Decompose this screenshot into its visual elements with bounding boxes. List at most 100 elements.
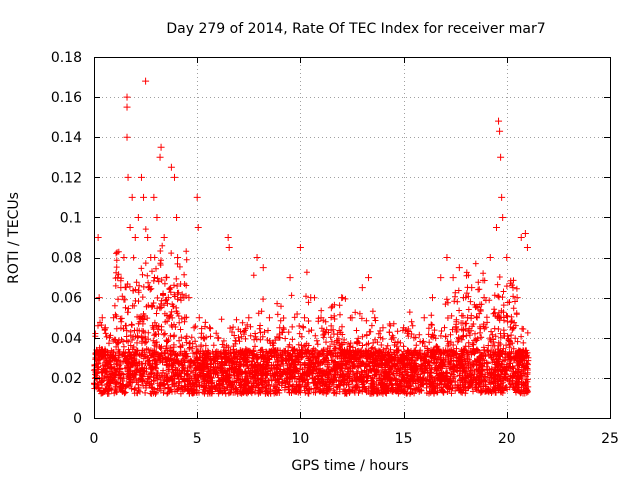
data-point — [162, 274, 170, 282]
y-tick-label: 0.14 — [51, 130, 82, 146]
data-point — [420, 314, 428, 322]
data-point — [185, 294, 193, 302]
data-point — [195, 314, 203, 322]
y-axis-label: ROTI / TECUs — [6, 192, 22, 284]
data-point — [110, 314, 118, 322]
data-point — [137, 173, 145, 181]
y-tick-label: 0.06 — [51, 291, 82, 307]
data-point — [389, 334, 397, 342]
data-point — [455, 264, 463, 272]
plot-frame — [94, 57, 611, 419]
x-tick-labels: 0 5 10 15 20 25 — [90, 431, 619, 447]
data-point — [307, 294, 315, 302]
data-point — [523, 244, 531, 252]
y-tick-label: 0.18 — [51, 50, 82, 66]
data-point — [114, 274, 122, 282]
data-point — [126, 223, 134, 231]
data-point — [464, 314, 472, 322]
y-tick-label: 0 — [73, 411, 82, 427]
data-point — [123, 93, 131, 101]
data-point — [286, 274, 294, 282]
data-point — [123, 133, 131, 141]
data-point — [317, 314, 325, 322]
y-tick-label: 0.04 — [51, 331, 82, 347]
data-point — [181, 314, 189, 322]
data-point — [105, 334, 113, 342]
data-point — [338, 294, 346, 302]
data-point — [428, 294, 436, 302]
data-point — [225, 244, 233, 252]
data-point — [167, 163, 175, 171]
dense-noise-band — [91, 226, 532, 397]
data-point — [365, 274, 373, 282]
data-point — [199, 334, 207, 342]
data-point — [128, 193, 136, 201]
data-point — [296, 244, 304, 252]
data-point — [156, 153, 164, 161]
axis-ticks — [94, 57, 611, 419]
data-point — [496, 127, 504, 135]
data-point — [468, 284, 476, 292]
x-tick-label: 10 — [291, 431, 309, 447]
data-point — [513, 294, 521, 302]
data-point — [190, 324, 198, 332]
data-point — [173, 213, 181, 221]
data-point — [449, 274, 457, 282]
data-point — [371, 314, 379, 322]
data-point — [101, 324, 109, 332]
data-point — [206, 324, 214, 332]
data-point — [95, 294, 103, 302]
data-point — [327, 304, 335, 312]
data-point — [150, 193, 158, 201]
data-point — [276, 324, 284, 332]
x-tick-label: 25 — [601, 431, 619, 447]
data-points — [92, 77, 531, 362]
data-point — [98, 314, 106, 322]
data-point — [214, 334, 222, 342]
data-point — [474, 304, 482, 312]
data-point — [348, 314, 356, 322]
data-point — [503, 254, 511, 262]
dense-band-marks — [91, 226, 532, 397]
y-tick-label: 0.12 — [51, 170, 82, 186]
data-point — [492, 223, 500, 231]
data-point — [497, 153, 505, 161]
data-point — [480, 294, 488, 302]
y-tick-label: 0.02 — [51, 371, 82, 387]
data-point — [193, 193, 201, 201]
data-point — [177, 294, 185, 302]
data-point — [131, 234, 139, 241]
data-point — [120, 254, 128, 262]
x-axis-label: GPS time / hours — [291, 458, 408, 474]
data-point — [259, 264, 267, 272]
data-point — [142, 77, 150, 85]
data-point — [174, 254, 182, 262]
data-point — [498, 193, 506, 201]
data-point — [521, 229, 529, 237]
data-point — [245, 314, 253, 322]
data-point — [358, 284, 366, 292]
data-point — [517, 234, 525, 241]
data-point — [459, 294, 467, 302]
data-point — [160, 234, 168, 241]
data-point — [123, 103, 131, 111]
data-point — [234, 334, 242, 342]
data-point — [410, 334, 418, 342]
data-point — [509, 284, 517, 292]
data-point — [253, 254, 261, 262]
data-point — [147, 254, 155, 262]
data-point — [265, 314, 273, 322]
data-point — [486, 254, 494, 262]
data-point — [379, 324, 387, 332]
x-tick-label: 15 — [395, 431, 413, 447]
data-point — [495, 117, 503, 125]
data-point — [443, 254, 451, 262]
data-point — [153, 213, 161, 221]
data-point — [194, 223, 202, 231]
data-point — [117, 284, 125, 292]
x-tick-label: 20 — [498, 431, 516, 447]
y-tick-label: 0.16 — [51, 90, 82, 106]
data-point — [170, 173, 178, 181]
y-tick-label: 0.08 — [51, 251, 82, 267]
